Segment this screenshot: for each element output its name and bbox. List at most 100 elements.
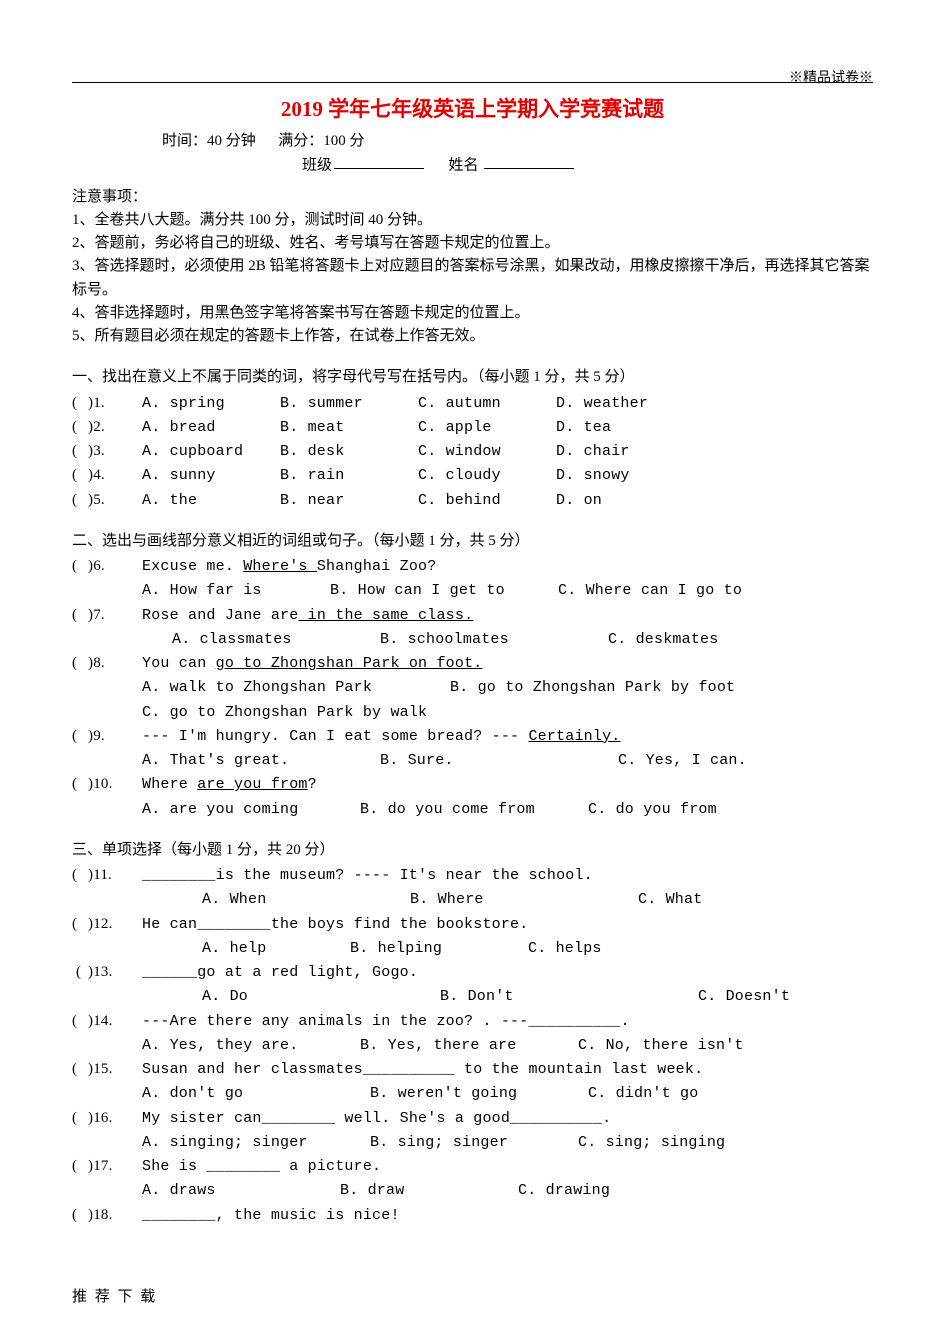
q10-optC[interactable]: C. do you from — [588, 798, 717, 821]
q8-optA[interactable]: A. walk to Zhongshan Park — [142, 676, 442, 699]
meta-line-2: 班级 姓名 — [302, 153, 873, 178]
q2-row: ()2.A. breadB. meatC. appleD. tea — [72, 416, 873, 439]
q2-optC[interactable]: C. apple — [418, 416, 548, 439]
q4-optA[interactable]: A. sunny — [142, 464, 272, 487]
q11-optA[interactable]: A. When — [202, 888, 402, 911]
q9-optC[interactable]: C. Yes, I can. — [618, 749, 747, 772]
notice-4: 4、答非选择题时，用黑色签字笔将答案书写在答题卡规定的位置上。 — [72, 302, 873, 325]
q7-num: 7 — [93, 607, 101, 623]
q6-optC[interactable]: C. Where can I go to — [558, 579, 742, 602]
section-2-title: 二、选出与画线部分意义相近的词组或句子。（每小题 1 分，共 5 分） — [72, 530, 873, 553]
q3-optC[interactable]: C. window — [418, 440, 548, 463]
q11-optB[interactable]: B. Where — [410, 888, 630, 911]
exam-title: 2019 学年七年级英语上学期入学竞赛试题 — [72, 93, 873, 126]
q17-optA[interactable]: A. draws — [142, 1179, 332, 1202]
q3-optD[interactable]: D. chair — [556, 440, 686, 463]
q16-optA[interactable]: A. singing; singer — [142, 1131, 362, 1154]
q6-optA[interactable]: A. How far is — [142, 579, 322, 602]
q3-optA[interactable]: A. cupboard — [142, 440, 272, 463]
q8-optB[interactable]: B. go to Zhongshan Park by foot — [450, 676, 735, 699]
q6-stem: Excuse me. Where's Shanghai Zoo? — [142, 555, 873, 578]
section-3-title: 三、单项选择（每小题 1 分，共 20 分） — [72, 839, 873, 862]
q17-num: 17 — [93, 1158, 108, 1174]
q18-num: 18 — [93, 1207, 108, 1223]
name-blank[interactable] — [484, 153, 574, 170]
q4-optC[interactable]: C. cloudy — [418, 464, 548, 487]
q13-optB[interactable]: B. Don't — [440, 985, 690, 1008]
time-label: 时间： — [162, 133, 207, 149]
section-1-title: 一、找出在意义上不属于同类的词，将字母代号写在括号内。（每小题 1 分，共 5 … — [72, 366, 873, 389]
q5-optC[interactable]: C. behind — [418, 489, 548, 512]
q16-opts: A. singing; singer B. sing; singer C. si… — [72, 1131, 873, 1154]
notice-3: 3、答选择题时，必须使用 2B 铅笔将答题卡上对应题目的答案标号涂黑，如果改动，… — [72, 255, 873, 302]
q1-optC[interactable]: C. autumn — [418, 392, 548, 415]
q16-optB[interactable]: B. sing; singer — [370, 1131, 570, 1154]
q7-optA[interactable]: A. classmates — [172, 628, 372, 651]
q14-optB[interactable]: B. Yes, there are — [360, 1034, 570, 1057]
q6-row: ()6. Excuse me. Where's Shanghai Zoo? — [72, 555, 873, 578]
q17-optC[interactable]: C. drawing — [518, 1179, 610, 1202]
q10-optA[interactable]: A. are you coming — [142, 798, 352, 821]
q16-optC[interactable]: C. sing; singing — [578, 1131, 725, 1154]
q12-optB[interactable]: B. helping — [350, 937, 520, 960]
q7-stem: Rose and Jane are in the same class. — [142, 604, 873, 627]
q8-opts-1: A. walk to Zhongshan Park B. go to Zhong… — [72, 676, 873, 699]
q12-row: ()12. He can________the boys find the bo… — [72, 913, 873, 936]
q11-opts: A. When B. Where C. What — [72, 888, 873, 911]
q1-opts: A. spring B. summer C. autumn D. weather — [142, 392, 873, 415]
q12-num: 12 — [93, 916, 108, 932]
q5-row: ()5.A. theB. nearC. behindD. on — [72, 489, 873, 512]
q10-opts: A. are you coming B. do you come from C.… — [72, 798, 873, 821]
q15-optB[interactable]: B. weren't going — [370, 1082, 580, 1105]
q4-optD[interactable]: D. snowy — [556, 464, 686, 487]
q15-optA[interactable]: A. don't go — [142, 1082, 362, 1105]
q12-optA[interactable]: A. help — [202, 937, 342, 960]
q9-optB[interactable]: B. Sure. — [380, 749, 610, 772]
class-label: 班级 — [302, 157, 332, 173]
notice-head: 注意事项： — [72, 186, 873, 209]
q1-optA[interactable]: A. spring — [142, 392, 272, 415]
class-blank[interactable] — [334, 153, 424, 170]
q2-optD[interactable]: D. tea — [556, 416, 686, 439]
q14-optC[interactable]: C. No, there isn't — [578, 1034, 744, 1057]
q13-optC[interactable]: C. Doesn't — [698, 985, 790, 1008]
q4-opts: A. sunny B. rain C. cloudy D. snowy — [142, 464, 873, 487]
q17-optB[interactable]: B. draw — [340, 1179, 510, 1202]
full-value: 100 分 — [323, 133, 364, 149]
notice-5: 5、所有题目必须在规定的答题卡上作答，在试卷上作答无效。 — [72, 325, 873, 348]
q5-optB[interactable]: B. near — [280, 489, 410, 512]
q2-optB[interactable]: B. meat — [280, 416, 410, 439]
q7-optC[interactable]: C. deskmates — [608, 628, 718, 651]
q16-row: ()16. My sister can________ well. She's … — [72, 1107, 873, 1130]
q4-optB[interactable]: B. rain — [280, 464, 410, 487]
q1-optB[interactable]: B. summer — [280, 392, 410, 415]
q13-optA[interactable]: A. Do — [202, 985, 432, 1008]
q9-optA[interactable]: A. That's great. — [142, 749, 372, 772]
meta-line-1: 时间：40 分钟 满分：100 分 — [162, 130, 873, 153]
q12-opts: A. help B. helping C. helps — [72, 937, 873, 960]
q11-num: 11 — [93, 867, 108, 883]
q11-optC[interactable]: C. What — [638, 888, 702, 911]
q7-optB[interactable]: B. schoolmates — [380, 628, 600, 651]
q12-optC[interactable]: C. helps — [528, 937, 602, 960]
q17-stem: She is ________ a picture. — [142, 1155, 873, 1178]
q1-optD[interactable]: D. weather — [556, 392, 686, 415]
q14-optA[interactable]: A. Yes, they are. — [142, 1034, 352, 1057]
q15-stem: Susan and her classmates__________ to th… — [142, 1058, 873, 1081]
q11-row: ()11. ________is the museum? ---- It's n… — [72, 864, 873, 887]
q5-optA[interactable]: A. the — [142, 489, 272, 512]
q2-opts: A. bread B. meat C. apple D. tea — [142, 416, 873, 439]
q10-optB[interactable]: B. do you come from — [360, 798, 580, 821]
q11-stem: ________is the museum? ---- It's near th… — [142, 864, 873, 887]
q8-optC[interactable]: C. go to Zhongshan Park by walk — [142, 701, 427, 724]
q15-num: 15 — [93, 1061, 108, 1077]
q7-opts: A. classmates B. schoolmates C. deskmate… — [72, 628, 873, 651]
q6-optB[interactable]: B. How can I get to — [330, 579, 550, 602]
q10-num: 10 — [93, 776, 108, 792]
q15-optC[interactable]: C. didn't go — [588, 1082, 698, 1105]
q3-optB[interactable]: B. desk — [280, 440, 410, 463]
q2-optA[interactable]: A. bread — [142, 416, 272, 439]
time-value: 40 分钟 — [207, 133, 256, 149]
q5-optD[interactable]: D. on — [556, 489, 686, 512]
q13-num: 13 — [93, 964, 108, 980]
